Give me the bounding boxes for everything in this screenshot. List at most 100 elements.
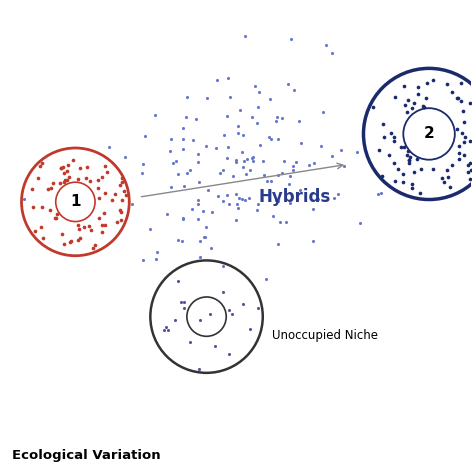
Point [95,194,103,202]
Point [314,195,322,202]
Point [409,184,416,191]
Point [264,177,271,185]
Point [53,214,60,222]
Point [139,160,147,167]
Point [67,237,75,245]
Point [62,176,69,184]
Point [243,155,251,163]
Point [225,306,232,314]
Point [246,167,254,174]
Point [401,101,409,109]
Point [380,120,387,128]
Point [235,204,242,211]
Text: Unoccupied Niche: Unoccupied Niche [272,329,378,342]
Point [101,222,109,229]
Point [38,159,46,167]
Point [117,208,124,216]
Point [390,159,398,166]
Point [179,215,186,223]
Point [194,150,201,157]
Point [113,218,121,226]
Point [278,114,286,122]
Point [416,189,424,197]
Point [141,133,148,140]
Point [309,205,317,213]
Point [65,173,73,181]
Point [174,170,182,178]
Point [405,156,412,164]
Point [404,109,411,116]
Point [235,194,242,202]
Point [128,200,136,207]
Point [211,342,219,349]
Point [91,242,99,249]
Point [319,109,327,116]
Point [179,214,187,221]
Point [174,237,182,244]
Point [245,194,253,202]
Point [101,190,109,197]
Point [81,223,88,231]
Point [162,323,170,331]
Point [186,166,194,174]
Point [208,208,216,215]
Point [122,191,130,199]
Point [277,218,284,226]
Point [195,179,203,186]
Point [234,122,242,129]
Point [453,125,461,132]
Point [202,142,210,150]
Point [99,221,106,229]
Point [219,166,227,173]
Point [461,118,468,126]
Point [404,151,411,159]
Point [76,234,84,242]
Point [223,191,230,199]
Point [465,162,472,169]
Text: 2: 2 [424,127,435,141]
Point [74,237,82,244]
Point [223,155,231,162]
Point [378,172,385,180]
Point [405,159,412,166]
Point [64,176,71,183]
Point [353,148,361,155]
Point [173,157,180,164]
Point [241,157,248,165]
Point [116,207,124,214]
Point [414,83,422,91]
Point [179,146,187,153]
Point [57,164,65,171]
Point [404,147,411,155]
Point [419,102,427,110]
Point [220,132,228,139]
Point [64,161,72,169]
Point [194,215,201,223]
Point [75,225,83,232]
Point [317,142,325,150]
Point [390,137,398,145]
Point [53,210,61,218]
Point [76,164,84,172]
Point [238,195,246,203]
Point [443,80,451,87]
Point [459,108,466,115]
Point [232,158,240,166]
Point [232,190,239,198]
Point [375,146,383,154]
Point [260,171,268,179]
Point [461,138,468,146]
Point [278,169,285,177]
Point [199,207,206,215]
Point [189,136,196,144]
Point [228,310,236,318]
Point [179,125,187,132]
Point [262,275,270,283]
Point [380,133,388,141]
Point [290,163,297,170]
Point [100,163,108,170]
Point [274,172,282,179]
Point [194,158,202,166]
Point [422,94,429,102]
Point [229,173,237,180]
